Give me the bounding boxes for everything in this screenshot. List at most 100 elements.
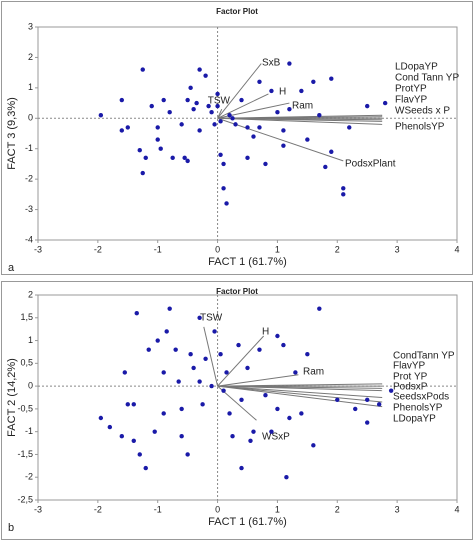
y-tick-label: -2,5 bbox=[17, 494, 33, 504]
point bbox=[287, 61, 292, 66]
vector-label: FlavYP bbox=[393, 361, 426, 372]
point bbox=[245, 125, 250, 130]
plot-area bbox=[37, 26, 458, 241]
x-tick-label: 1 bbox=[275, 244, 280, 254]
x-tick-label: 3 bbox=[395, 244, 400, 254]
point bbox=[167, 306, 172, 311]
point bbox=[119, 128, 125, 133]
point bbox=[317, 113, 322, 118]
point bbox=[311, 443, 316, 448]
point bbox=[149, 103, 154, 109]
point bbox=[215, 103, 220, 109]
point bbox=[161, 97, 166, 103]
point bbox=[275, 406, 280, 412]
panel-label: b bbox=[8, 522, 14, 534]
x-tick-label: -1 bbox=[154, 244, 162, 254]
point bbox=[341, 186, 346, 191]
point bbox=[209, 110, 214, 115]
x-axis-label: FACT 1 (61.7%) bbox=[208, 256, 287, 268]
point bbox=[140, 67, 145, 72]
point bbox=[98, 415, 104, 421]
vector bbox=[217, 385, 383, 392]
point bbox=[245, 365, 250, 371]
x-tick-label: 1 bbox=[275, 504, 280, 514]
point bbox=[218, 152, 223, 157]
y-tick-label: 0,5 bbox=[20, 358, 33, 368]
point bbox=[209, 383, 214, 389]
point bbox=[197, 67, 202, 72]
point bbox=[161, 370, 166, 375]
panel-frame bbox=[1, 281, 473, 540]
point bbox=[305, 137, 310, 142]
point bbox=[119, 97, 125, 103]
point bbox=[224, 370, 229, 375]
point bbox=[140, 170, 145, 176]
vector-label: WSxP bbox=[262, 432, 290, 443]
point bbox=[341, 192, 346, 197]
vector-label: ProtYP bbox=[395, 84, 427, 95]
point bbox=[329, 149, 334, 154]
y-tick-label: 1,5 bbox=[20, 312, 33, 322]
point bbox=[376, 402, 382, 407]
point bbox=[335, 397, 340, 402]
point bbox=[122, 370, 127, 375]
vector-label: WSeeds x P bbox=[395, 106, 450, 117]
point bbox=[263, 161, 268, 167]
point bbox=[281, 128, 286, 133]
vector-label: TSW bbox=[200, 313, 223, 324]
point bbox=[227, 411, 232, 416]
vector-label: H bbox=[262, 327, 269, 338]
point bbox=[287, 106, 292, 112]
point bbox=[131, 438, 136, 443]
x-tick-label: -3 bbox=[34, 244, 42, 254]
y-tick-label: -2 bbox=[25, 472, 33, 482]
point bbox=[191, 106, 196, 112]
vector-label: PhenolsYP bbox=[393, 403, 443, 414]
chart-title: Factor Plot bbox=[216, 287, 258, 296]
vector bbox=[217, 385, 383, 403]
point bbox=[182, 155, 187, 161]
x-tick-label: 0 bbox=[215, 244, 220, 254]
point bbox=[230, 434, 235, 439]
vector-label: PhenolsYP bbox=[395, 122, 445, 133]
point bbox=[203, 356, 208, 361]
point bbox=[179, 434, 184, 439]
x-tick-label: 4 bbox=[454, 244, 459, 254]
vector bbox=[217, 93, 269, 119]
point bbox=[365, 103, 370, 109]
point bbox=[251, 429, 256, 434]
vector-label: LDopaYP bbox=[395, 62, 438, 73]
point bbox=[299, 411, 304, 416]
y-tick-label: -2 bbox=[25, 174, 33, 184]
point bbox=[382, 100, 388, 106]
point bbox=[146, 347, 151, 352]
point bbox=[98, 113, 104, 118]
point bbox=[293, 370, 298, 375]
vector bbox=[217, 63, 262, 119]
point bbox=[155, 338, 160, 343]
vector bbox=[217, 117, 383, 122]
point bbox=[239, 397, 244, 402]
vector bbox=[217, 374, 299, 387]
panel-label: a bbox=[8, 262, 15, 274]
y-tick-label: 2 bbox=[28, 52, 33, 62]
point bbox=[197, 379, 202, 384]
vector-label: CondTann YP bbox=[393, 351, 455, 362]
x-tick-label: -3 bbox=[34, 504, 42, 514]
point bbox=[185, 158, 190, 164]
y-tick-label: -1,5 bbox=[17, 449, 33, 459]
point bbox=[227, 113, 232, 118]
point bbox=[221, 388, 226, 393]
point bbox=[212, 122, 217, 127]
point bbox=[212, 329, 217, 334]
point bbox=[347, 125, 352, 130]
point bbox=[173, 347, 178, 352]
vector-label: H bbox=[279, 87, 286, 98]
point bbox=[248, 438, 253, 443]
point bbox=[218, 119, 223, 124]
y-tick-label: 0 bbox=[28, 113, 33, 123]
point bbox=[185, 97, 190, 103]
point bbox=[200, 402, 205, 407]
point bbox=[155, 125, 160, 130]
point bbox=[305, 352, 310, 357]
